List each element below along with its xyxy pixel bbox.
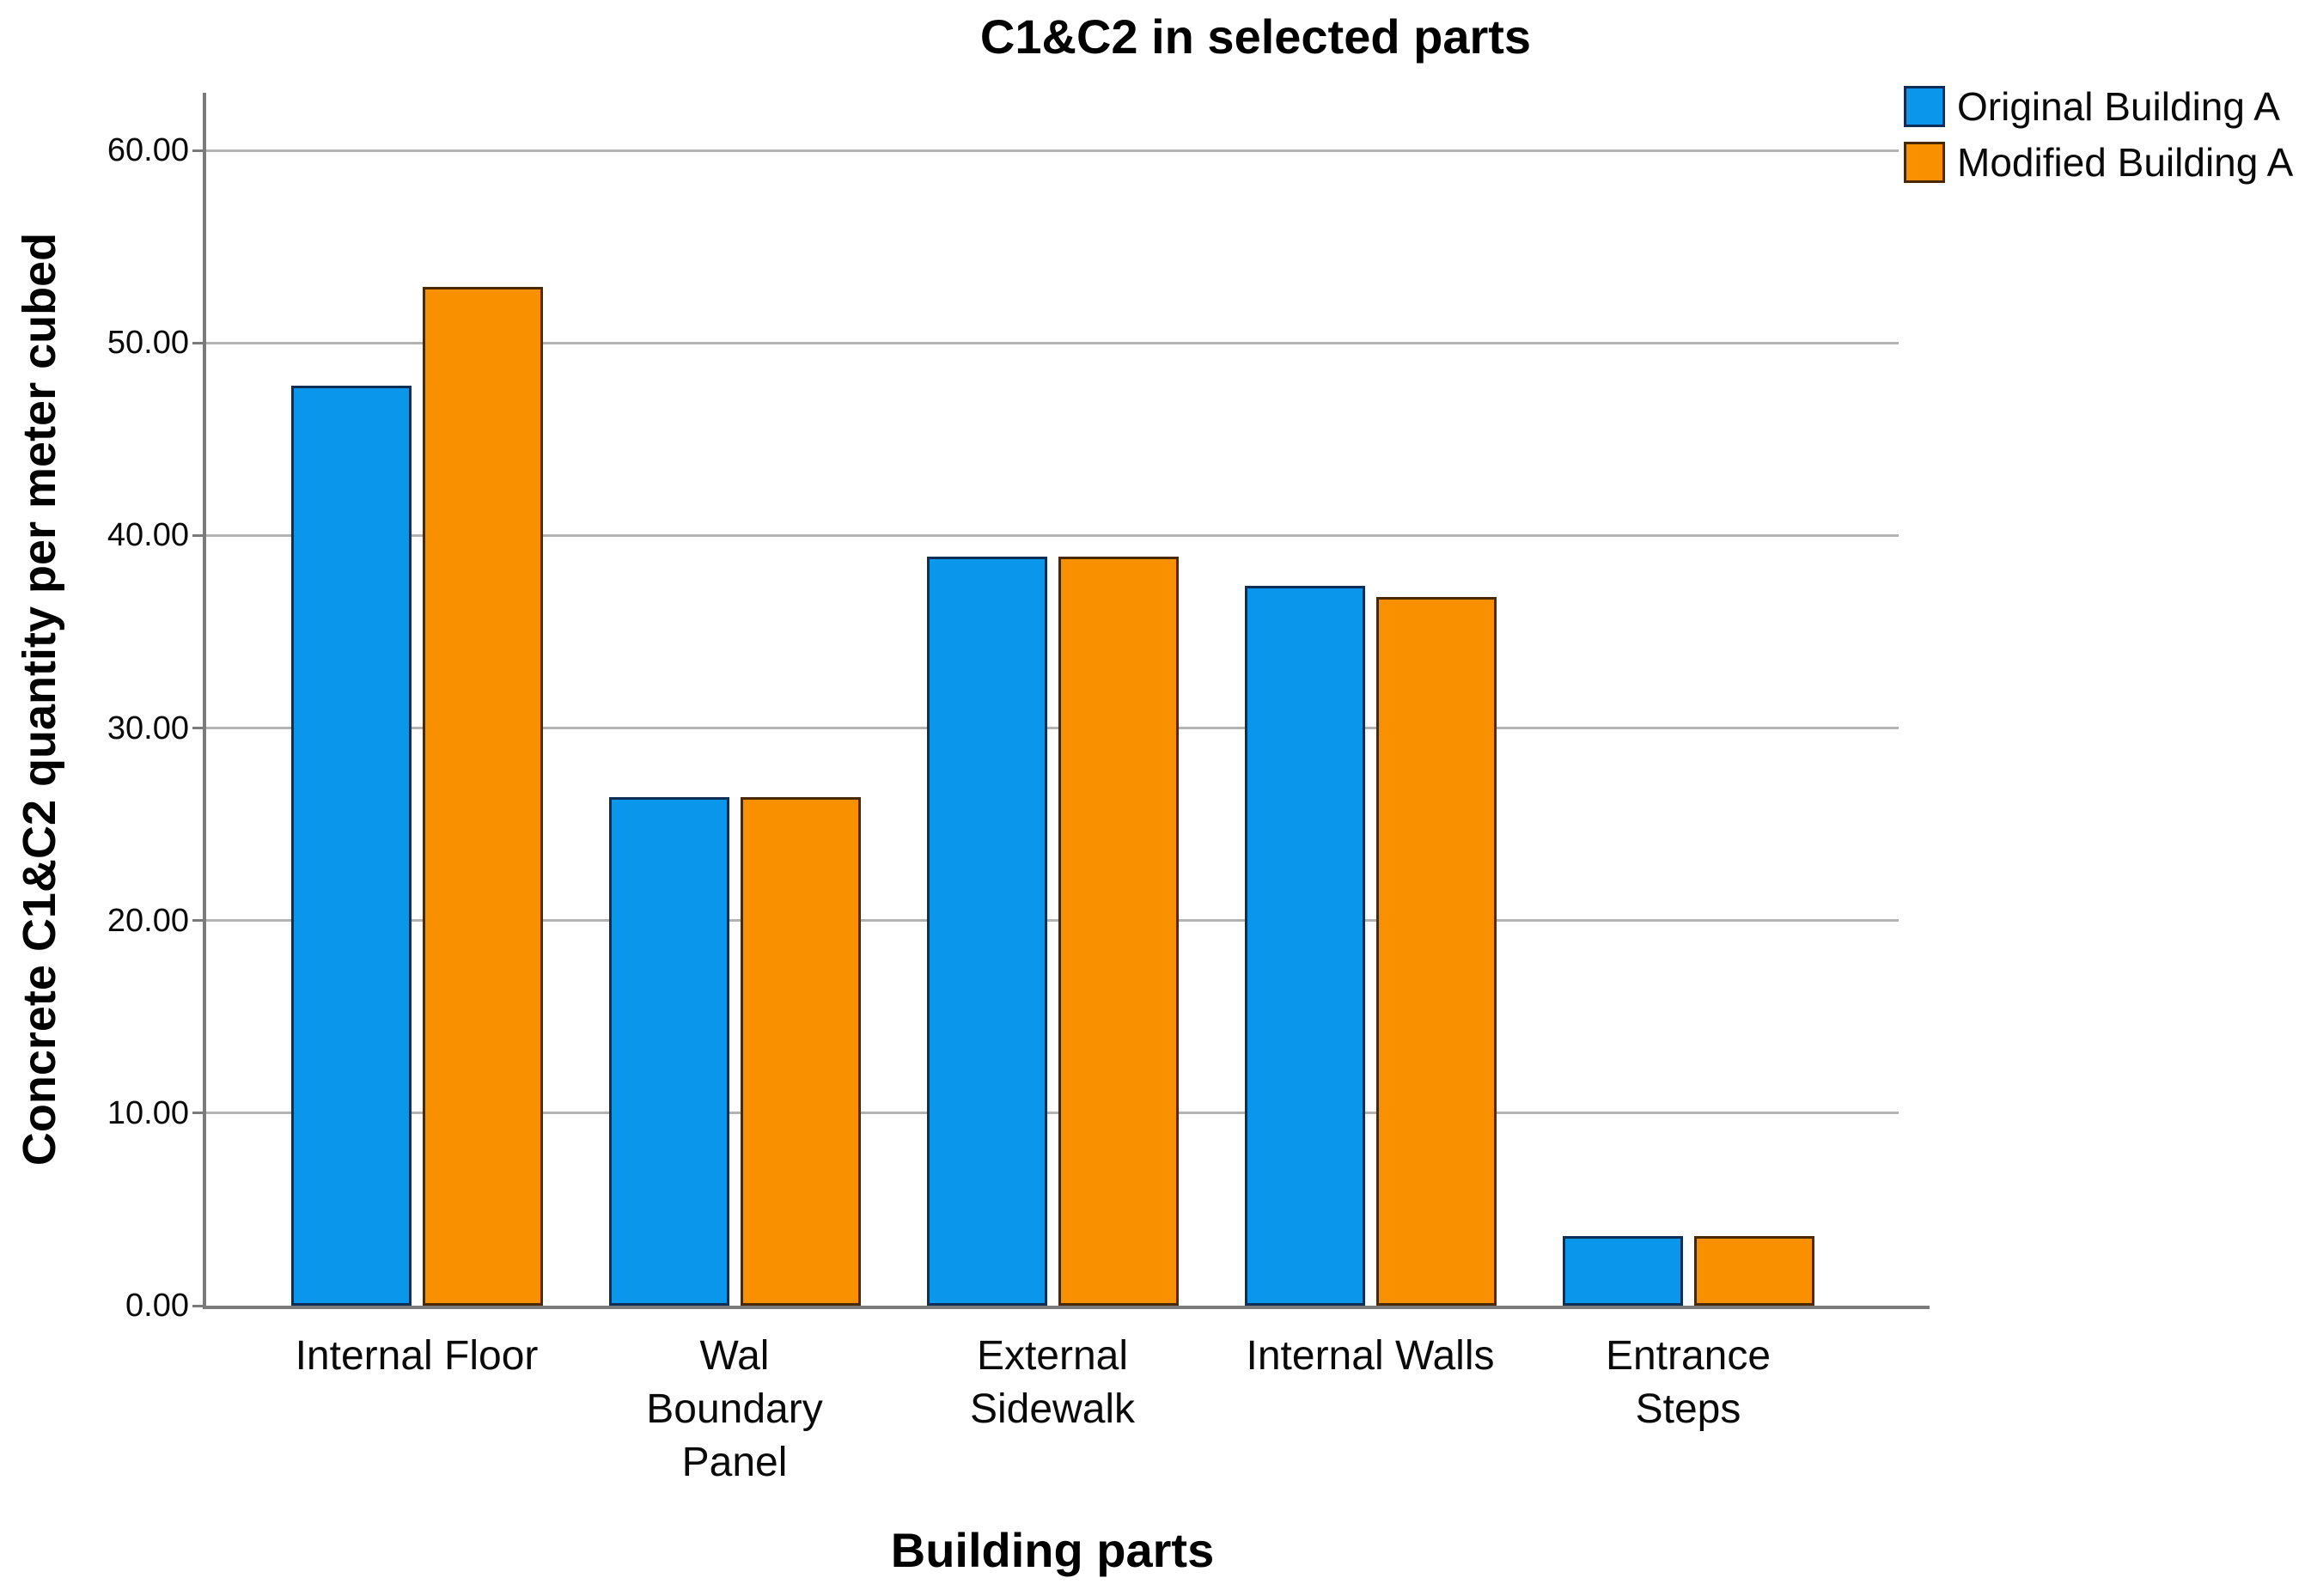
y-tick [192,149,204,152]
bar-original-building-a-internal-floor [290,385,412,1306]
legend-entry-modified: Modified Building A [1904,140,2294,185]
bar-modified-building-a-internal-floor [422,287,543,1306]
y-tick-label: 60.00 [107,132,189,169]
gridline [206,149,1899,152]
y-tick [192,727,204,730]
gridline [206,1112,1899,1115]
bar-modified-building-a-entrance-steps [1693,1236,1814,1306]
legend-label-original: Original Building A [1957,84,2280,129]
bar-modified-building-a-internal-walls [1375,597,1497,1306]
chart-title: C1&C2 in selected parts [979,9,1532,64]
bar-original-building-a-internal-walls [1244,585,1365,1306]
gridline [206,727,1899,730]
legend-entry-original: Original Building A [1904,84,2293,129]
bar-modified-building-a-external-sidewalk [1058,557,1179,1306]
y-tick-label: 10.00 [107,1094,189,1131]
bar-original-building-a-entrance-steps [1562,1236,1683,1306]
y-tick [192,919,204,923]
x-category-label: External Sidewalk [969,1333,1136,1432]
y-tick [192,341,204,344]
bar-original-building-a-external-sidewalk [926,557,1047,1306]
gridline [206,341,1899,344]
x-axis-line [203,1306,1930,1309]
gridline [206,533,1899,537]
legend-swatch-modified [1904,142,1945,183]
gridline [206,919,1899,923]
y-tick-label: 30.00 [107,710,189,746]
x-category-label: Entrance Steps [1605,1333,1771,1432]
x-axis-title: Building parts [890,1523,1215,1577]
y-tick-label: 40.00 [107,517,189,554]
y-tick-label: 50.00 [107,325,189,362]
x-category-label: Wal Boundary Panel [646,1333,823,1485]
bar-original-building-a-wal-boundary-panel [608,797,729,1306]
plot-area [206,93,1899,1306]
legend-swatch-original [1904,86,1945,127]
y-tick [192,533,204,537]
bar-modified-building-a-wal-boundary-panel [740,797,861,1306]
y-tick [192,1112,204,1115]
x-category-label: Internal Walls [1246,1333,1495,1379]
y-axis-title: Concrete C1&C2 quantity per meter cubed [14,232,65,1167]
y-tick [192,1304,204,1307]
x-category-label: Internal Floor [295,1333,539,1379]
y-tick-label: 0.00 [125,1288,189,1324]
y-axis-line [203,93,206,1309]
legend-label-modified: Modified Building A [1957,140,2294,185]
y-tick-label: 20.00 [107,902,189,939]
legend: Original Building A Modified Building A [1904,84,2294,198]
